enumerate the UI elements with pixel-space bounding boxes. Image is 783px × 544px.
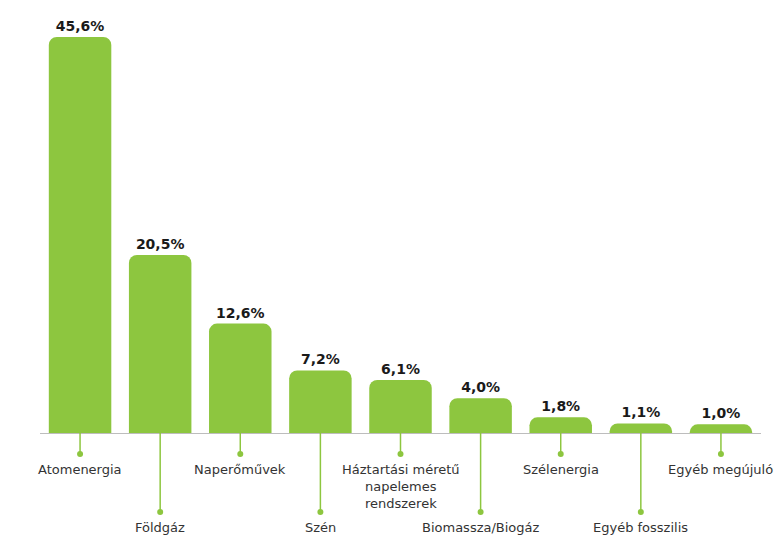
- svg-text:45,6%: 45,6%: [56, 18, 105, 34]
- svg-text:6,1%: 6,1%: [381, 361, 420, 377]
- svg-text:12,6%: 12,6%: [216, 305, 265, 321]
- svg-text:Atomenergia: Atomenergia: [38, 462, 122, 477]
- svg-text:7,2%: 7,2%: [301, 351, 340, 367]
- svg-text:Háztartási méretűnapelemesrend: Háztartási méretűnapelemesrendszerek: [342, 462, 460, 511]
- svg-text:Egyéb megújuló: Egyéb megújuló: [668, 462, 773, 477]
- svg-text:20,5%: 20,5%: [136, 236, 185, 252]
- svg-text:1,8%: 1,8%: [541, 398, 580, 414]
- svg-text:Egyéb fosszilis: Egyéb fosszilis: [593, 520, 688, 535]
- svg-text:1,0%: 1,0%: [702, 405, 741, 421]
- svg-text:Biomassza/Biogáz: Biomassza/Biogáz: [422, 520, 540, 535]
- svg-text:Földgáz: Földgáz: [135, 520, 185, 535]
- svg-text:4,0%: 4,0%: [461, 379, 500, 395]
- svg-text:Szén: Szén: [305, 520, 336, 535]
- svg-text:1,1%: 1,1%: [621, 404, 660, 420]
- svg-text:Naperőművek: Naperőművek: [194, 462, 286, 477]
- svg-text:Szélenergia: Szélenergia: [523, 462, 599, 477]
